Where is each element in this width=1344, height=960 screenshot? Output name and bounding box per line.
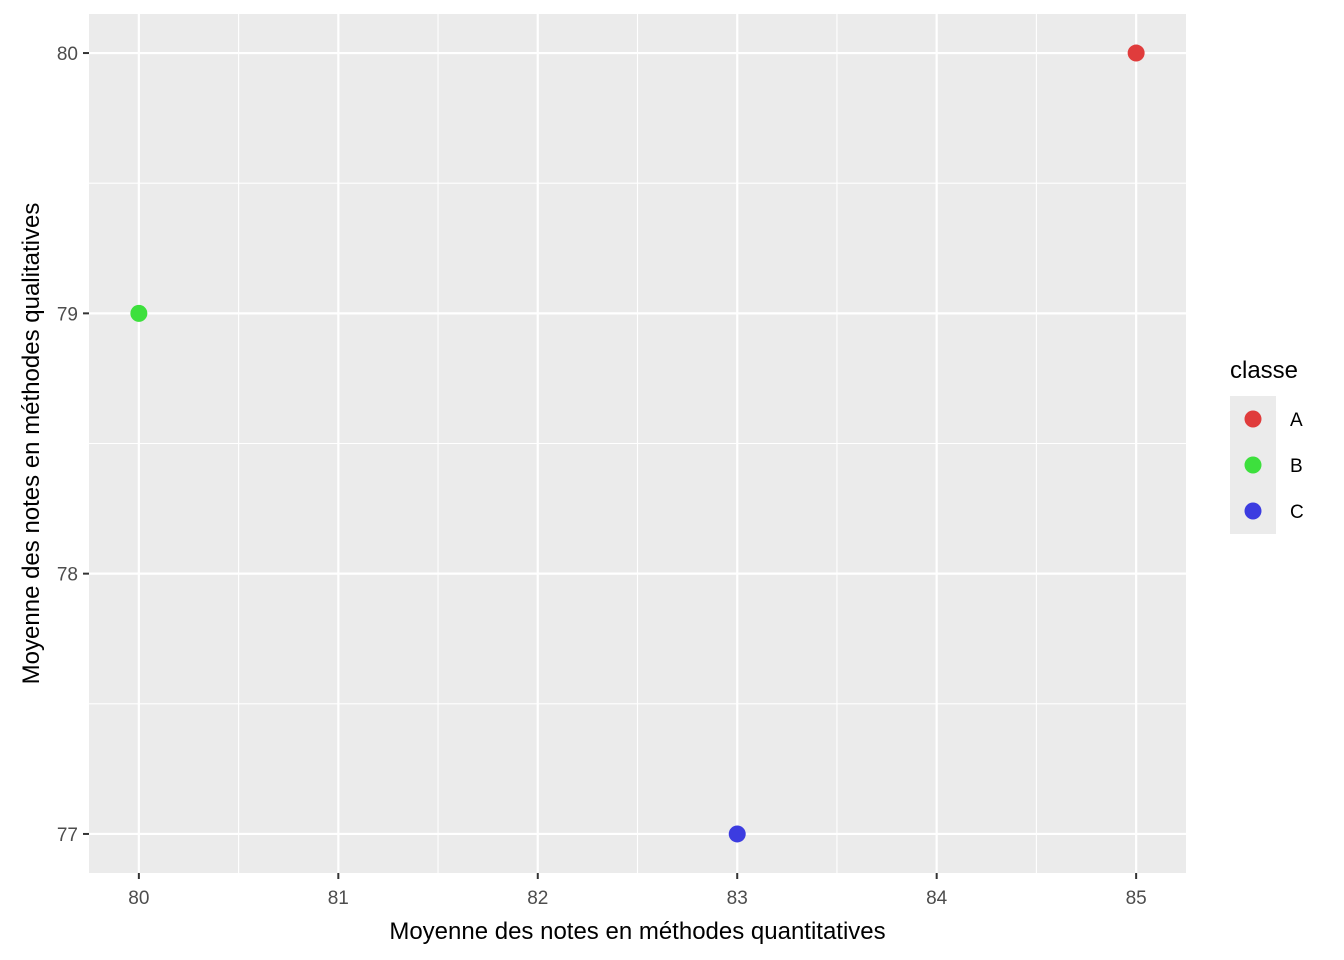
- legend-label-b: B: [1290, 456, 1303, 477]
- minor-gridlines: [89, 14, 1186, 873]
- y-tick-label: 79: [57, 304, 78, 325]
- x-tick-label: 81: [328, 888, 349, 909]
- y-axis-ticks: 77 78 79 80: [57, 44, 89, 846]
- legend-key-c: [1244, 502, 1262, 520]
- y-tick-label: 77: [57, 825, 78, 846]
- legend-items: A B C: [1244, 410, 1304, 523]
- legend-title: classe: [1230, 357, 1298, 384]
- data-points: [130, 44, 1145, 843]
- x-tick-label: 82: [527, 888, 548, 909]
- legend-label-a: A: [1290, 410, 1303, 431]
- x-tick-label: 84: [926, 888, 948, 909]
- x-tick-label: 83: [727, 888, 748, 909]
- y-axis-title: Moyenne des notes en méthodes qualitativ…: [18, 203, 45, 685]
- data-point-c: [728, 825, 746, 843]
- legend-key-a: [1244, 410, 1262, 428]
- data-point-b: [130, 304, 148, 322]
- x-axis-title: Moyenne des notes en méthodes quantitati…: [389, 918, 885, 945]
- x-tick-label: 85: [1126, 888, 1147, 909]
- data-point-a: [1127, 44, 1145, 62]
- x-axis-ticks: 80 81 82 83 84 85: [128, 873, 1147, 909]
- x-tick-label: 80: [128, 888, 149, 909]
- legend-label-c: C: [1290, 502, 1304, 523]
- legend: classe A B C: [1230, 357, 1304, 534]
- y-tick-label: 80: [57, 44, 78, 65]
- legend-key-b: [1244, 456, 1262, 474]
- y-tick-label: 78: [57, 565, 78, 586]
- major-gridlines: [89, 14, 1186, 873]
